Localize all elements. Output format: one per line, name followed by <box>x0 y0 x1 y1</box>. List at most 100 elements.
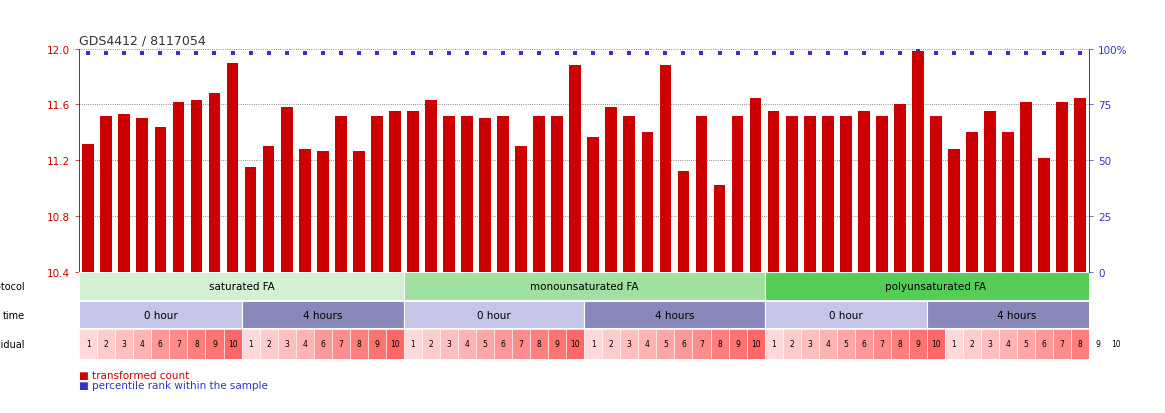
Bar <box>209 94 220 272</box>
Bar <box>241 301 404 328</box>
Text: protocol: protocol <box>0 281 26 292</box>
Text: 3: 3 <box>627 339 631 349</box>
Bar <box>714 186 726 272</box>
Bar <box>659 66 671 272</box>
Bar <box>602 330 620 359</box>
Bar <box>840 116 852 272</box>
Bar <box>241 330 260 359</box>
Bar <box>584 330 602 359</box>
Text: 7: 7 <box>518 339 523 349</box>
Text: GDS4412 / 8117054: GDS4412 / 8117054 <box>79 34 206 47</box>
Bar <box>332 330 350 359</box>
Bar <box>912 52 924 272</box>
Point <box>692 51 711 57</box>
Point <box>205 51 224 57</box>
Bar <box>764 330 783 359</box>
Bar <box>79 330 97 359</box>
Point <box>151 51 170 57</box>
Bar <box>79 301 241 328</box>
Bar <box>83 144 94 272</box>
Text: 0 hour: 0 hour <box>478 310 511 320</box>
Bar <box>530 330 549 359</box>
Point <box>675 51 693 57</box>
Point <box>458 51 476 57</box>
Bar <box>1036 330 1053 359</box>
Text: polyunsaturated FA: polyunsaturated FA <box>885 281 987 292</box>
Bar <box>656 330 675 359</box>
Bar <box>281 108 292 272</box>
Point <box>620 51 638 57</box>
Point <box>548 51 566 57</box>
Bar <box>245 168 256 272</box>
Bar <box>587 137 599 272</box>
Bar <box>317 151 329 272</box>
Bar <box>97 330 115 359</box>
Point <box>1017 51 1036 57</box>
Bar <box>425 101 437 272</box>
Bar <box>263 147 275 272</box>
Bar <box>963 330 981 359</box>
Bar <box>1000 330 1017 359</box>
Bar <box>948 150 960 272</box>
Bar <box>696 116 707 272</box>
Bar <box>623 116 635 272</box>
Bar <box>172 102 184 272</box>
Bar <box>260 330 277 359</box>
Bar <box>205 330 224 359</box>
Bar <box>800 330 819 359</box>
Text: ■ percentile rank within the sample: ■ percentile rank within the sample <box>79 380 268 390</box>
Bar <box>370 116 382 272</box>
Text: 6: 6 <box>320 339 325 349</box>
Bar <box>747 330 764 359</box>
Bar <box>728 330 747 359</box>
Point <box>511 51 530 57</box>
Text: 1: 1 <box>410 339 415 349</box>
Point <box>836 51 855 57</box>
Text: 10: 10 <box>227 339 238 349</box>
Point <box>331 51 350 57</box>
Text: 9: 9 <box>555 339 559 349</box>
Text: 10: 10 <box>750 339 761 349</box>
Point <box>403 51 422 57</box>
Text: 2: 2 <box>429 339 433 349</box>
Bar <box>876 116 888 272</box>
Text: 7: 7 <box>699 339 704 349</box>
Point <box>1035 51 1053 57</box>
Bar <box>494 330 513 359</box>
Bar <box>79 273 404 300</box>
Bar <box>422 330 440 359</box>
Bar <box>389 112 401 272</box>
Text: 4: 4 <box>302 339 308 349</box>
Text: 4 hours: 4 hours <box>655 310 694 320</box>
Text: 10: 10 <box>1111 339 1121 349</box>
Text: 2: 2 <box>790 339 795 349</box>
Point <box>439 51 458 57</box>
Bar <box>768 112 779 272</box>
Bar <box>155 128 167 272</box>
Bar <box>927 301 1107 328</box>
Text: 2: 2 <box>969 339 974 349</box>
Bar <box>642 133 654 272</box>
Bar <box>764 301 927 328</box>
Text: 7: 7 <box>176 339 181 349</box>
Text: 8: 8 <box>356 339 361 349</box>
Bar <box>620 330 638 359</box>
Point <box>241 51 260 57</box>
Text: 4 hours: 4 hours <box>997 310 1037 320</box>
Bar <box>606 108 617 272</box>
Bar <box>1057 102 1068 272</box>
Text: saturated FA: saturated FA <box>209 281 275 292</box>
Text: 5: 5 <box>843 339 848 349</box>
Bar <box>894 105 905 272</box>
Bar <box>151 330 169 359</box>
Point <box>169 51 188 57</box>
Bar <box>819 330 836 359</box>
Bar <box>513 330 530 359</box>
Text: 4: 4 <box>825 339 831 349</box>
Bar <box>350 330 368 359</box>
Text: 5: 5 <box>482 339 487 349</box>
Text: 2: 2 <box>609 339 614 349</box>
Text: 3: 3 <box>446 339 451 349</box>
Bar <box>981 330 1000 359</box>
Point <box>945 51 963 57</box>
